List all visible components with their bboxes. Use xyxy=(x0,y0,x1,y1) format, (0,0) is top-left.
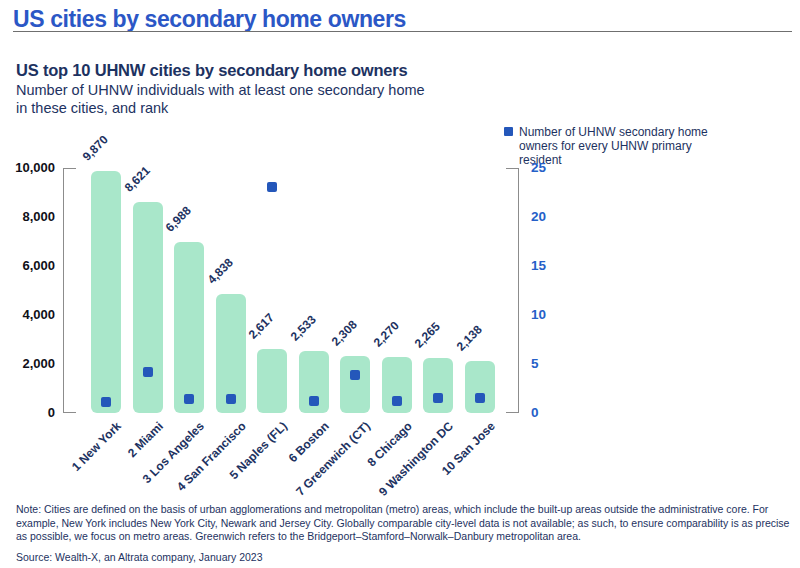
bar-value-label: 2,617 xyxy=(244,309,278,343)
marker-square xyxy=(392,396,402,406)
page: US cities by secondary home owners US to… xyxy=(0,0,800,568)
bar xyxy=(340,356,370,413)
bar-value-label: 2,270 xyxy=(369,317,403,351)
marker-square xyxy=(475,393,485,403)
right-axis-tick-label: 20 xyxy=(531,209,546,224)
right-axis-tick-label: 15 xyxy=(531,258,546,273)
bar xyxy=(465,361,495,413)
marker-square xyxy=(309,396,319,406)
right-axis-tick-label: 5 xyxy=(531,356,539,371)
left-axis-tick-label: 0 xyxy=(0,405,55,420)
bar xyxy=(91,171,121,413)
marker-square xyxy=(184,394,194,404)
left-axis-tick-label: 8,000 xyxy=(0,209,55,224)
marker-square xyxy=(226,394,236,404)
bar-value-label: 2,138 xyxy=(452,321,486,355)
left-axis-tick-label: 10,000 xyxy=(0,160,55,175)
right-axis-line xyxy=(506,168,519,413)
footnote: Note: Cities are defined on the basis of… xyxy=(16,503,794,544)
left-axis-tick-label: 4,000 xyxy=(0,307,55,322)
bar-value-label: 2,308 xyxy=(327,316,361,350)
bar xyxy=(257,349,287,413)
left-axis-tick-label: 2,000 xyxy=(0,356,55,371)
bar xyxy=(133,202,163,413)
marker-square xyxy=(433,393,443,403)
right-axis-tick-label: 25 xyxy=(531,160,546,175)
right-axis-tick-label: 0 xyxy=(531,405,539,420)
bar-value-label: 6,988 xyxy=(161,202,195,236)
left-axis-line xyxy=(63,168,76,413)
bar xyxy=(423,358,453,413)
bar-value-label: 2,533 xyxy=(286,311,320,345)
marker-square xyxy=(101,397,111,407)
right-axis-tick-label: 10 xyxy=(531,307,546,322)
source-line: Source: Wealth-X, an Altrata company, Ja… xyxy=(16,551,263,563)
bar-value-label: 8,621 xyxy=(120,162,154,196)
marker-square xyxy=(143,367,153,377)
bar xyxy=(174,242,204,413)
marker-square xyxy=(350,370,360,380)
bar-value-label: 4,838 xyxy=(203,255,237,289)
left-axis-tick-label: 6,000 xyxy=(0,258,55,273)
plot-area: 0 2,000 4,000 6,000 8,000 10,000 0 5 10 15 20 25 9,8… xyxy=(0,0,800,568)
marker-square xyxy=(267,182,277,192)
bar-value-label: 9,870 xyxy=(78,131,112,165)
bar-value-label: 2,265 xyxy=(410,318,444,352)
